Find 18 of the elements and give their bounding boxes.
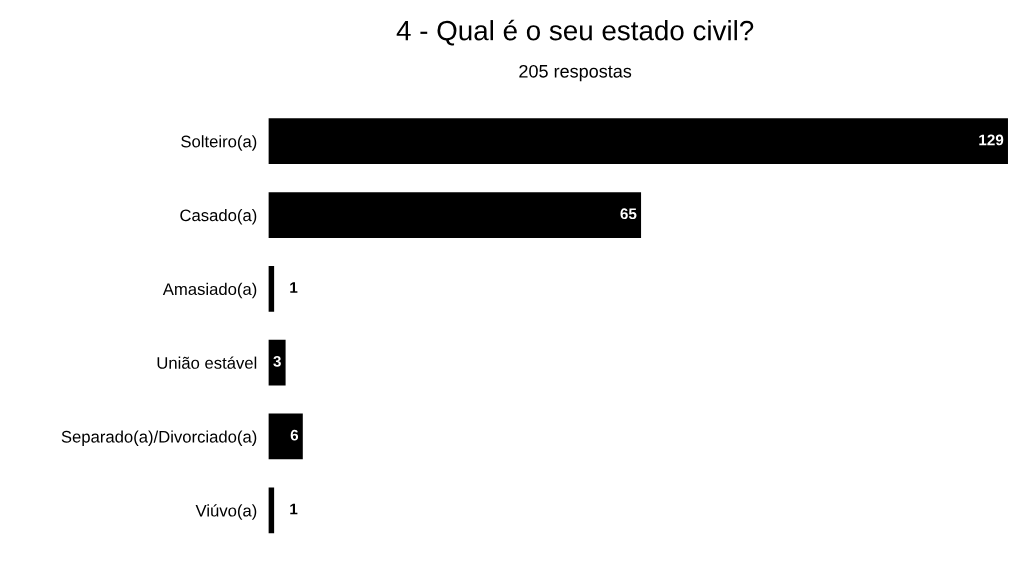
y-tick-label: Viúvo(a) [195, 504, 257, 520]
data-label: 1 [290, 282, 298, 293]
data-label: 1 [290, 503, 298, 515]
bar [268, 118, 1008, 165]
y-tick-label: Casado(a) [180, 208, 257, 225]
bar [268, 192, 642, 238]
chart-title: 4 - Qual é o seu estado civil? [396, 19, 754, 46]
y-tick-label: Solteiro(a) [181, 135, 257, 151]
bar [268, 339, 286, 386]
chart-subtitle: 205 respostas [519, 64, 632, 82]
data-label: 129 [979, 134, 1004, 146]
data-label: 3 [273, 355, 281, 367]
data-label: 6 [290, 429, 299, 441]
y-tick-label: Amasiado(a) [162, 282, 257, 299]
y-tick-label: Separado(a)/Divorciado(a) [61, 430, 257, 446]
bar [268, 413, 303, 460]
y-tick-label: União estável [157, 356, 257, 369]
data-label: 65 [620, 208, 637, 220]
